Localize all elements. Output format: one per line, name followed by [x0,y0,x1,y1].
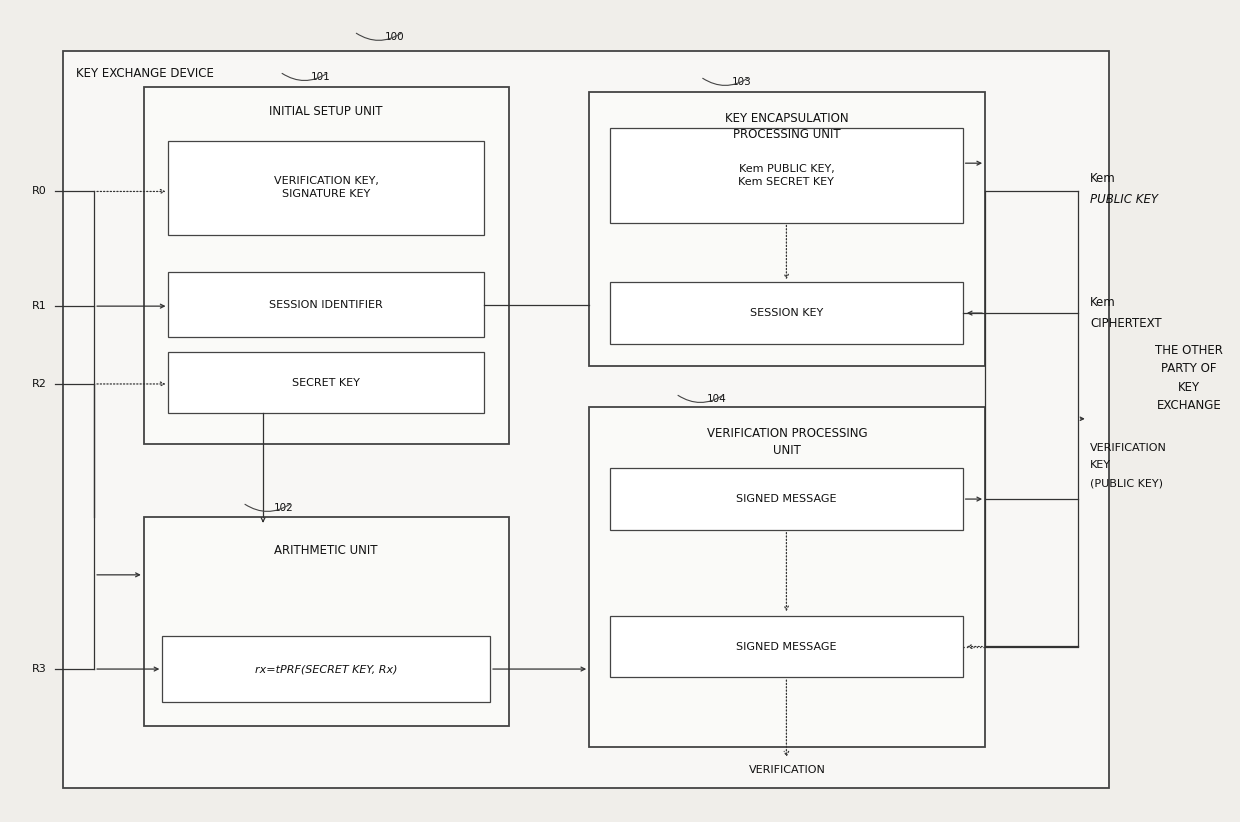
Text: Kem: Kem [1090,172,1116,185]
Text: INITIAL SETUP UNIT: INITIAL SETUP UNIT [269,105,383,118]
Text: 103: 103 [732,76,751,86]
Text: PUBLIC KEY: PUBLIC KEY [1090,193,1158,206]
Text: R2: R2 [32,379,47,389]
Text: 102: 102 [274,503,294,513]
Bar [144,87,508,444]
Bar [169,141,484,235]
Text: Kem PUBLIC KEY,
Kem SECRET KEY: Kem PUBLIC KEY, Kem SECRET KEY [739,164,835,187]
Text: R1: R1 [32,301,47,312]
Text: 100: 100 [384,31,404,42]
Text: rx=tPRF(SECRET KEY, Rx): rx=tPRF(SECRET KEY, Rx) [255,664,397,674]
Bar [589,91,985,366]
Text: 101: 101 [311,72,330,81]
Text: ARITHMETIC UNIT: ARITHMETIC UNIT [274,544,378,556]
Bar [610,469,962,530]
Bar [63,50,1109,787]
Text: 104: 104 [707,394,727,404]
Text: CIPHERTEXT: CIPHERTEXT [1090,316,1162,330]
Text: KEY EXCHANGE DEVICE: KEY EXCHANGE DEVICE [76,67,213,80]
Text: SESSION KEY: SESSION KEY [750,308,823,318]
Text: VERIFICATION KEY,
SIGNATURE KEY: VERIFICATION KEY, SIGNATURE KEY [274,177,378,199]
Text: KEY: KEY [1090,460,1111,470]
Text: THE OTHER
PARTY OF
KEY
EXCHANGE: THE OTHER PARTY OF KEY EXCHANGE [1156,344,1223,413]
Text: SIGNED MESSAGE: SIGNED MESSAGE [737,641,837,652]
Text: SECRET KEY: SECRET KEY [293,378,360,388]
Text: Kem: Kem [1090,296,1116,308]
Bar [162,636,490,702]
Bar [589,407,985,747]
Text: KEY ENCAPSULATION
PROCESSING UNIT: KEY ENCAPSULATION PROCESSING UNIT [725,112,849,141]
Bar [610,128,962,223]
Bar [169,272,484,337]
Bar [610,283,962,344]
Bar [169,352,484,413]
Text: VERIFICATION: VERIFICATION [1090,443,1167,453]
Text: (PUBLIC KEY): (PUBLIC KEY) [1090,478,1163,488]
Text: VERIFICATION PROCESSING
UNIT: VERIFICATION PROCESSING UNIT [707,427,867,457]
Text: SESSION IDENTIFIER: SESSION IDENTIFIER [269,299,383,310]
Text: SIGNED MESSAGE: SIGNED MESSAGE [737,494,837,504]
Text: R3: R3 [32,664,47,674]
Text: R0: R0 [32,187,47,196]
Bar [144,518,508,727]
Text: VERIFICATION: VERIFICATION [749,764,826,775]
Bar [610,616,962,677]
